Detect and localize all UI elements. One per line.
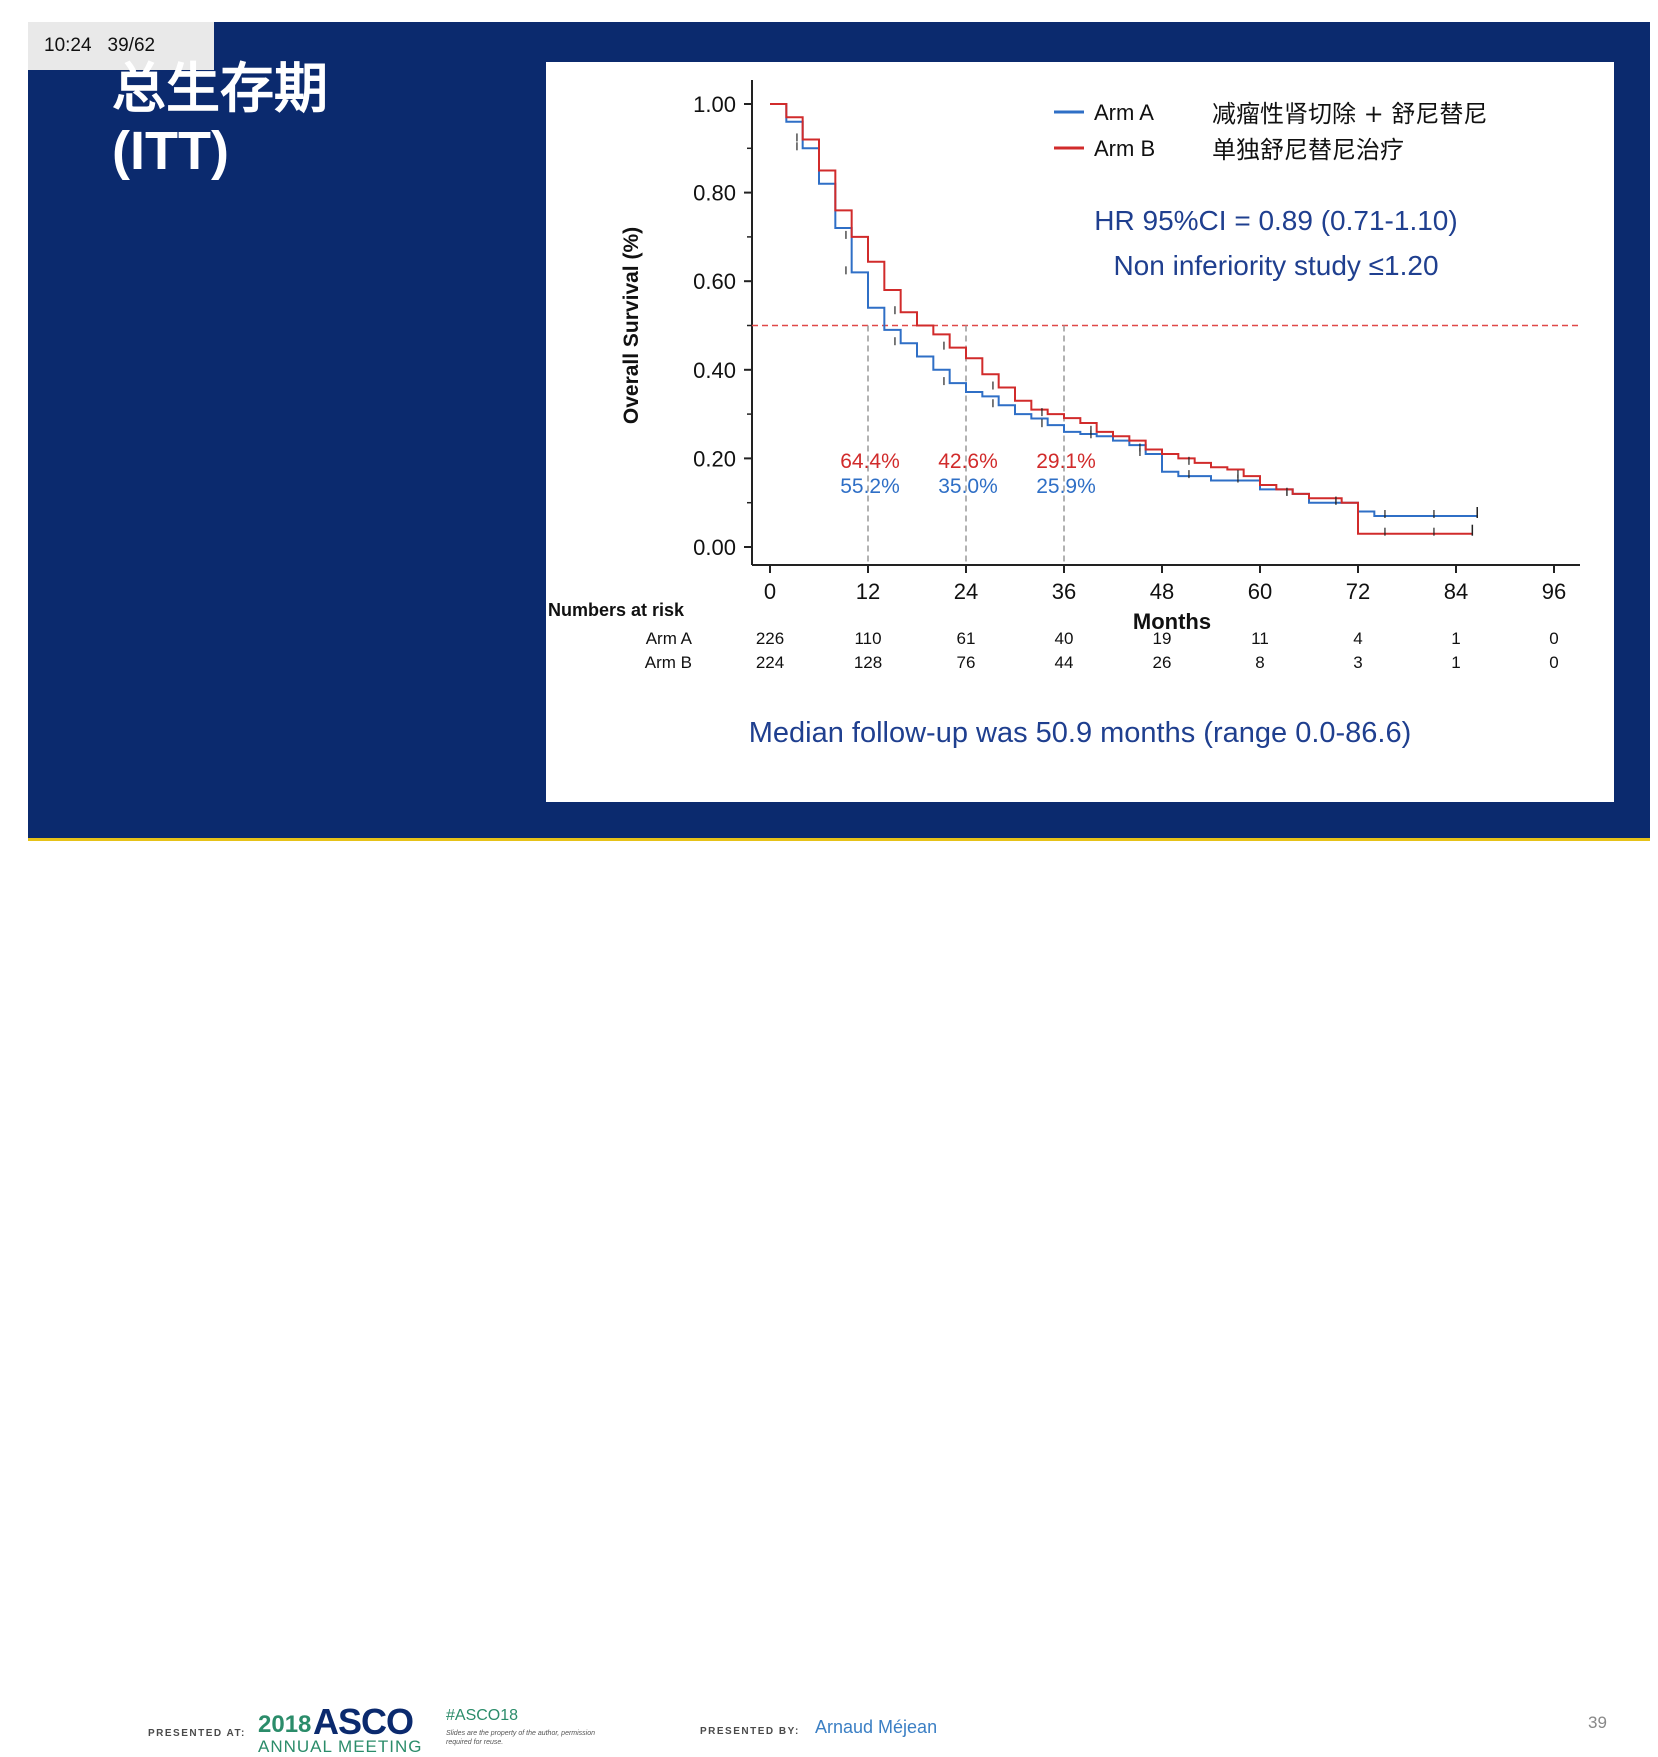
legend-description: 单独舒尼替尼治疗 bbox=[1212, 136, 1404, 164]
risk-value: 226 bbox=[756, 629, 784, 648]
x-axis-label: Months bbox=[1133, 609, 1211, 634]
risk-value: 4 bbox=[1353, 629, 1362, 648]
survival-rate-arm-a: 55.2% bbox=[840, 475, 900, 498]
x-tick-label: 12 bbox=[856, 579, 880, 604]
x-tick-label: 72 bbox=[1346, 579, 1370, 604]
risk-value: 3 bbox=[1353, 653, 1362, 672]
page-number: 39 bbox=[1588, 1713, 1607, 1732]
x-tick-label: 84 bbox=[1444, 579, 1468, 604]
risk-value: 19 bbox=[1153, 629, 1172, 648]
y-tick-label: 0.00 bbox=[693, 535, 736, 560]
survival-chart: 0.000.200.400.600.801.000 12 24 36 48 60 72 84 9… bbox=[548, 80, 1580, 749]
y-tick-label: 0.20 bbox=[693, 446, 736, 471]
asco-year: 2018 bbox=[258, 1711, 312, 1738]
y-tick-label: 0.60 bbox=[693, 269, 736, 294]
km-curve-arm-b bbox=[770, 103, 1473, 535]
legend-description: 减瘤性肾切除 + 舒尼替尼 bbox=[1212, 100, 1487, 128]
risk-row-label: Arm A bbox=[646, 629, 693, 648]
x-tick-label: 0 bbox=[764, 579, 776, 604]
y-tick-label: 0.40 bbox=[693, 358, 736, 383]
legend-label: Arm B bbox=[1094, 136, 1155, 161]
risk-value: 26 bbox=[1153, 653, 1172, 672]
survival-rate-arm-b: 64.4% bbox=[840, 450, 900, 473]
legend-label: Arm A bbox=[1094, 100, 1154, 125]
noninferiority-text: Non inferiority study ≤1.20 bbox=[1113, 250, 1438, 281]
survival-rate-arm-a: 25.9% bbox=[1036, 475, 1096, 498]
km-curve-arm-a bbox=[770, 103, 1478, 517]
y-tick-label: 1.00 bbox=[693, 92, 736, 117]
risk-row-label: Arm B bbox=[645, 653, 692, 672]
risk-value: 224 bbox=[756, 653, 784, 672]
risk-value: 76 bbox=[957, 653, 976, 672]
numbers-at-risk-title: Numbers at risk bbox=[548, 600, 685, 620]
asco-subtitle: ANNUAL MEETING bbox=[258, 1737, 423, 1756]
presented-at-label: PRESENTED AT: bbox=[148, 1728, 246, 1739]
risk-value: 128 bbox=[854, 653, 882, 672]
risk-value: 0 bbox=[1549, 653, 1558, 672]
presented-by-label: PRESENTED BY: bbox=[700, 1726, 800, 1737]
slide-counter: 39/62 bbox=[107, 35, 156, 56]
slide-title: 总生存期 (ITT) bbox=[112, 58, 328, 182]
survival-rate-arm-a: 35.0% bbox=[938, 475, 998, 498]
risk-value: 1 bbox=[1451, 629, 1460, 648]
x-tick-label: 96 bbox=[1542, 579, 1566, 604]
x-tick-label: 24 bbox=[954, 579, 978, 604]
x-tick-label: 36 bbox=[1052, 579, 1076, 604]
footer: PRESENTED AT: 2018 ASCO ANNUAL MEETING #… bbox=[0, 845, 1658, 1756]
x-tick-label: 48 bbox=[1150, 579, 1174, 604]
status-time: 10:24 bbox=[44, 35, 92, 56]
slide-title-line2: (ITT) bbox=[112, 121, 229, 181]
risk-value: 0 bbox=[1549, 629, 1558, 648]
risk-value: 61 bbox=[957, 629, 976, 648]
risk-value: 110 bbox=[854, 629, 881, 648]
survival-rate-arm-b: 42.6% bbox=[938, 450, 998, 473]
x-tick-label: 60 bbox=[1248, 579, 1272, 604]
hazard-ratio-text: HR 95%CI = 0.89 (0.71-1.10) bbox=[1094, 205, 1457, 236]
risk-value: 44 bbox=[1055, 653, 1074, 672]
hashtag: #ASCO18 bbox=[446, 1707, 519, 1724]
presenter-name: Arnaud Méjean bbox=[815, 1717, 938, 1737]
chart-panel: 0.00 0.20 0.40 0.60 0.80 1.00 0 12 24 36 48 60 72 84 9… bbox=[546, 62, 1614, 802]
y-axis-label: Overall Survival (%) bbox=[620, 227, 643, 424]
risk-value: 11 bbox=[1251, 629, 1269, 648]
slide-title-line1: 总生存期 bbox=[112, 59, 328, 119]
status-bar: 10:24 39/62 bbox=[28, 22, 214, 70]
disclaimer: Slides are the property of the author, p… bbox=[446, 1730, 596, 1746]
y-tick-label: 0.80 bbox=[693, 181, 736, 206]
follow-up-note: Median follow-up was 50.9 months (range … bbox=[749, 717, 1412, 749]
risk-value: 1 bbox=[1451, 653, 1460, 672]
risk-value: 8 bbox=[1255, 653, 1264, 672]
risk-value: 40 bbox=[1055, 629, 1074, 648]
footer-accent-line bbox=[28, 838, 1650, 841]
survival-rate-arm-b: 29.1% bbox=[1036, 450, 1096, 473]
